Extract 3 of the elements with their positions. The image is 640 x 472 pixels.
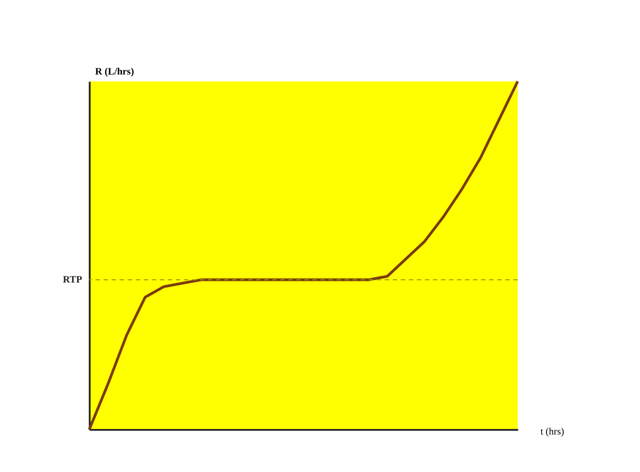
ref-line-label: RTP [62,274,82,286]
x-axis-title: t (hrs) [540,426,564,438]
y-axis-title: R (L/hrs) [95,66,134,78]
